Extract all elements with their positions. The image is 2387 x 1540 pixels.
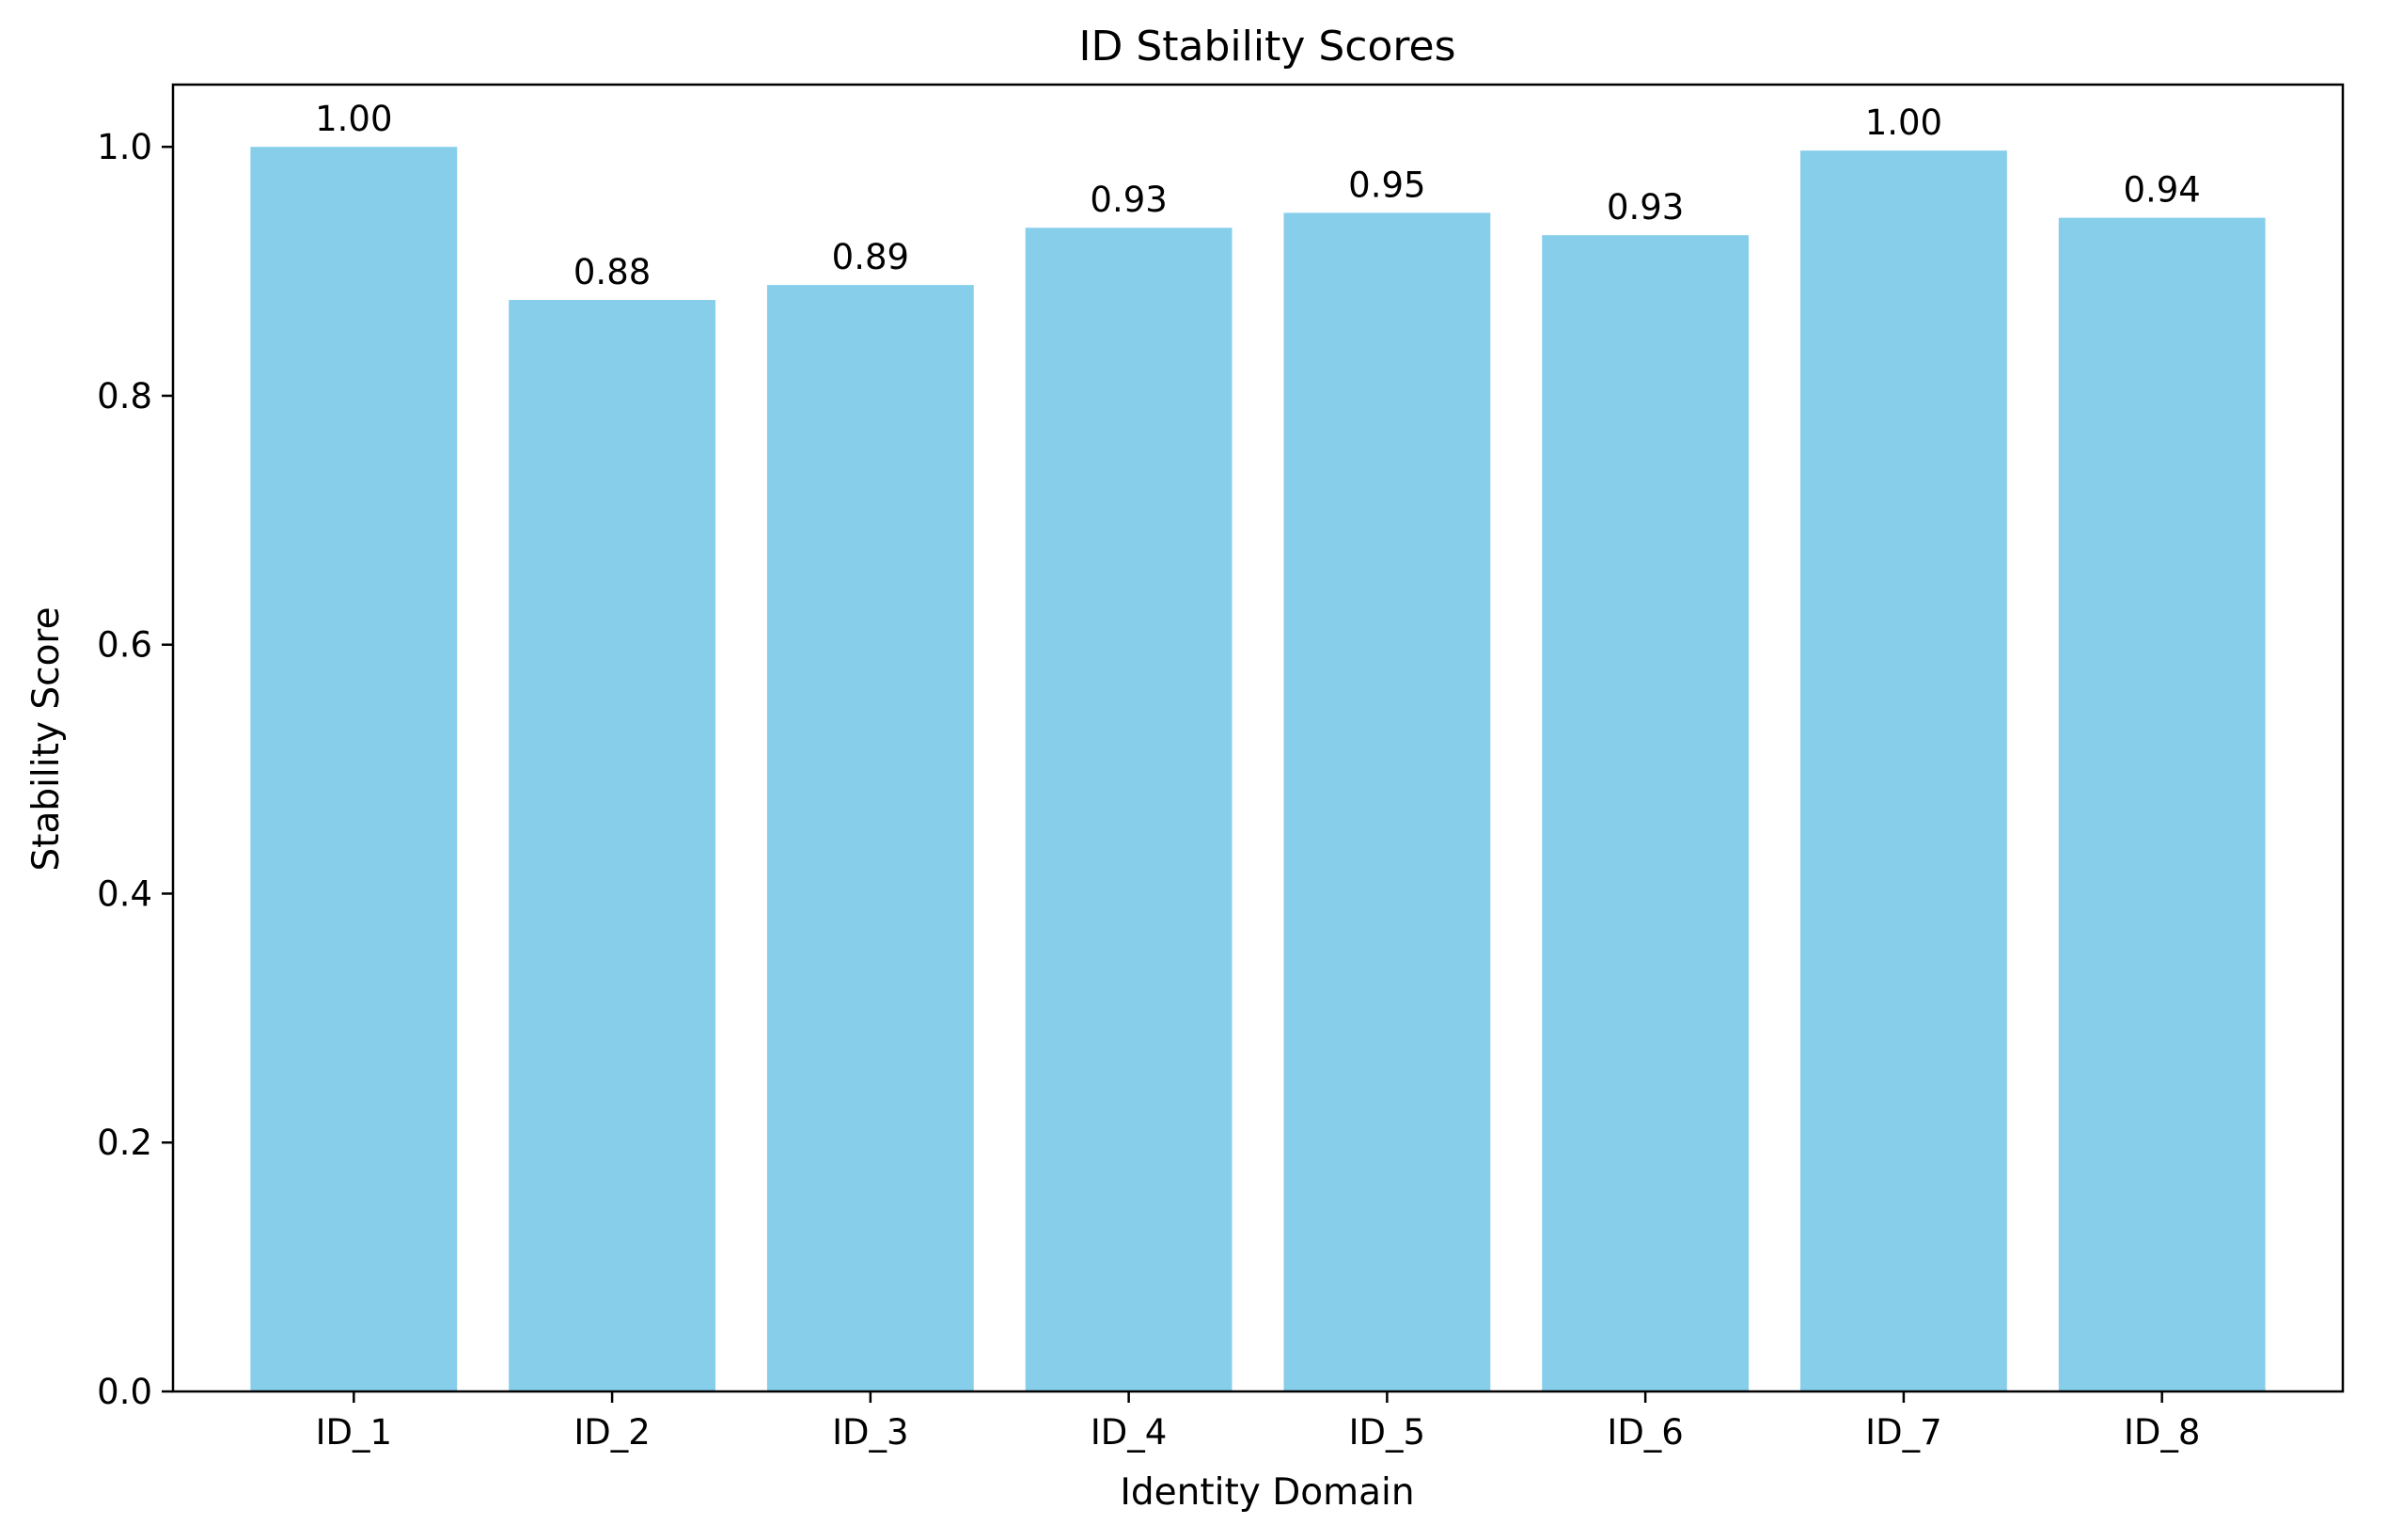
bar-value-label: 0.94 — [2123, 170, 2200, 211]
x-tick-label: ID_1 — [316, 1412, 392, 1453]
bars-group — [250, 147, 2266, 1392]
x-axis-label: Identity Domain — [1120, 1471, 1414, 1514]
bar-id-5 — [1283, 212, 1491, 1391]
y-tick-label: 0.0 — [97, 1372, 152, 1412]
plot-frame — [171, 83, 2345, 1393]
bar-value-label: 0.93 — [1607, 187, 1684, 228]
x-tick-label: ID_4 — [1091, 1412, 1167, 1453]
y-tick-label: 0.4 — [97, 873, 152, 914]
x-tick-label: ID_6 — [1607, 1412, 1683, 1453]
y-tick-label: 0.8 — [97, 376, 152, 416]
bar-value-label: 0.95 — [1348, 165, 1425, 205]
y-axis-ticks: 0.0 0.2 0.4 0.6 0.8 1.0 — [97, 127, 173, 1412]
y-axis-label: Stability Score — [25, 606, 68, 871]
bar-id-6 — [1542, 235, 1750, 1392]
bar-id-4 — [1025, 228, 1233, 1392]
y-tick-label: 1.0 — [97, 127, 152, 167]
x-tick-label: ID_5 — [1349, 1412, 1425, 1453]
chart-title: ID Stability Scores — [1078, 23, 1455, 71]
x-axis-ticks: ID_1 ID_2 ID_3 ID_4 ID_5 ID_6 ID_7 ID_8 — [316, 1391, 2200, 1453]
x-tick-label: ID_2 — [573, 1412, 650, 1453]
x-tick-label: ID_3 — [832, 1412, 908, 1453]
bar-value-label: 1.00 — [1865, 102, 1942, 143]
bar-id-3 — [766, 285, 974, 1392]
bar-id-8 — [2058, 217, 2266, 1392]
bar-value-label: 0.89 — [832, 237, 909, 277]
x-tick-label: ID_7 — [1865, 1412, 1941, 1453]
bar-value-labels: 1.00 0.88 0.89 0.93 0.95 0.93 1.00 0.94 — [315, 99, 2201, 292]
bar-id-2 — [509, 300, 715, 1391]
y-tick-label: 0.6 — [97, 625, 152, 666]
y-tick-label: 0.2 — [97, 1123, 152, 1163]
bar-value-label: 0.88 — [573, 252, 651, 292]
bar-id-7 — [1800, 150, 2007, 1392]
bar-id-1 — [250, 147, 458, 1392]
bar-value-label: 1.00 — [315, 99, 392, 139]
x-tick-label: ID_8 — [2124, 1412, 2200, 1453]
bar-value-label: 0.93 — [1090, 180, 1167, 220]
